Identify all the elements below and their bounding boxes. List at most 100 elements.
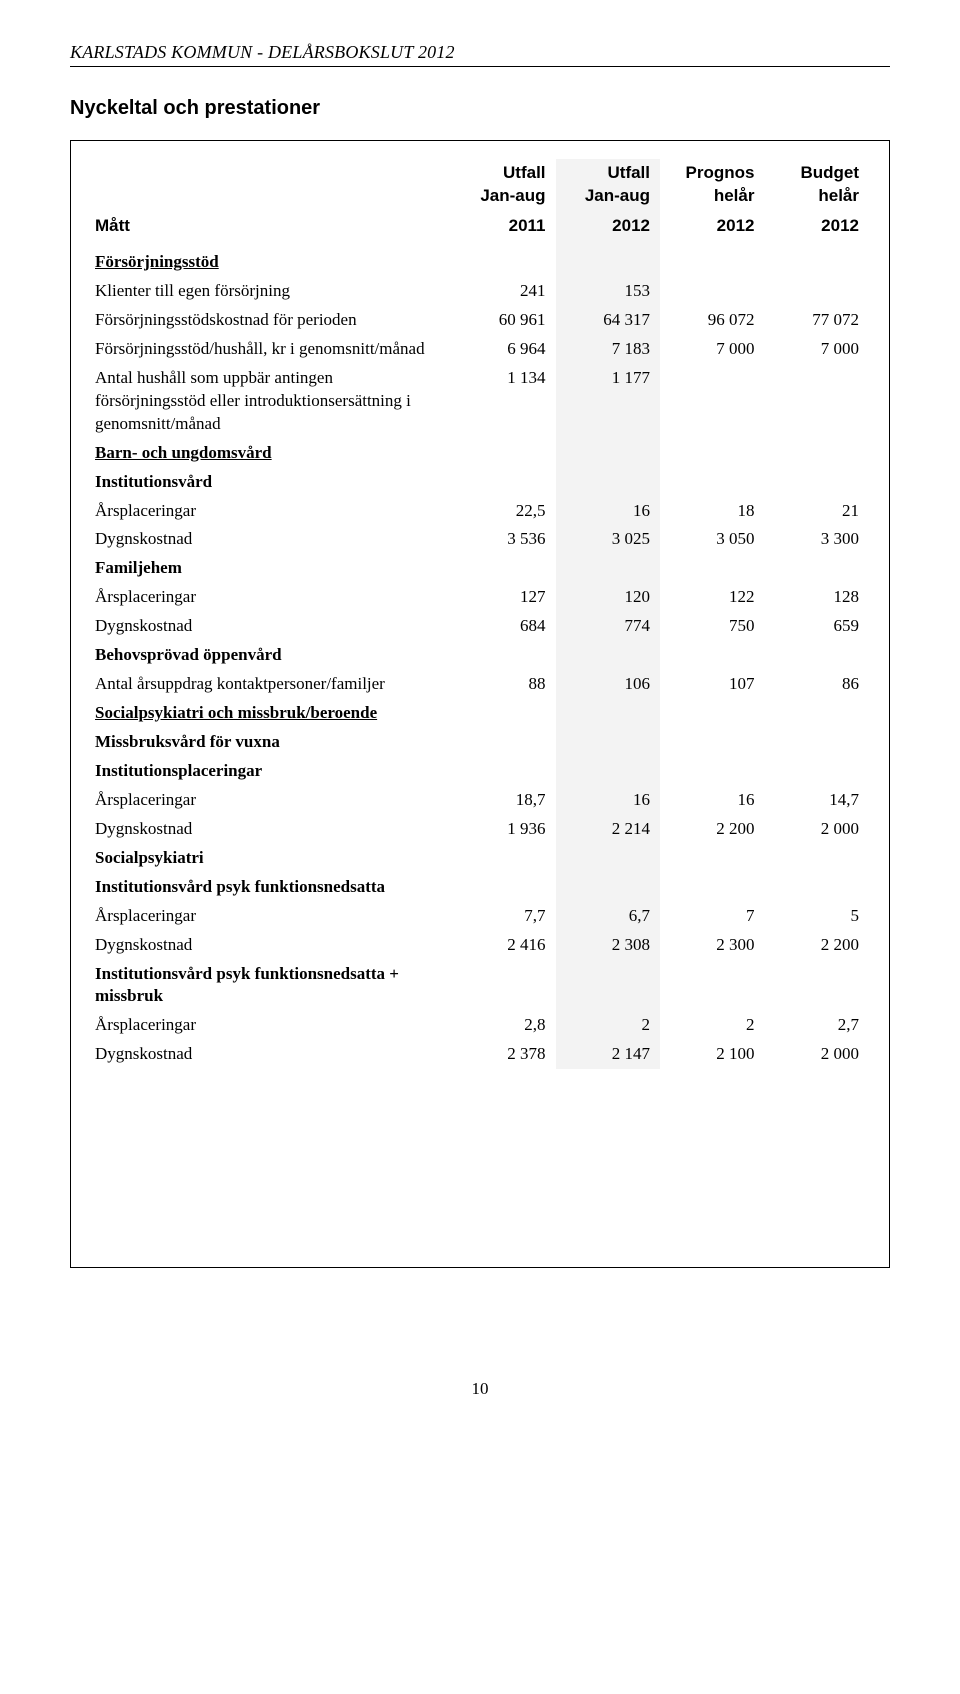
cell: 659 <box>764 612 869 641</box>
subheading-row: Institutionsvård psyk funktionsnedsatta <box>95 873 869 902</box>
subheading-row: Institutionsvård <box>95 468 869 497</box>
subheading: Behovsprövad öppenvård <box>95 641 451 670</box>
cell: 2 416 <box>451 931 555 960</box>
cell: 2,7 <box>764 1011 869 1040</box>
table-row: Dygnskostnad2 4162 3082 3002 200 <box>95 931 869 960</box>
year-4: 2012 <box>764 211 869 248</box>
cell: 774 <box>556 612 660 641</box>
matt-label: Mått <box>95 216 130 235</box>
cell: 2 200 <box>660 815 764 844</box>
cell: 107 <box>660 670 764 699</box>
cell: 2 <box>660 1011 764 1040</box>
col3-top: Prognos <box>686 163 755 182</box>
cell: 2 <box>556 1011 660 1040</box>
page-header: KARLSTADS KOMMUN - DELÅRSBOKSLUT 2012 <box>70 40 890 67</box>
cell <box>764 277 869 306</box>
cell: 7 183 <box>556 335 660 364</box>
subheading-row: Familjehem <box>95 554 869 583</box>
row-label: Försörjningsstödskostnad för perioden <box>95 306 451 335</box>
table-row: Försörjningsstödskostnad för perioden60 … <box>95 306 869 335</box>
col1-top: Utfall <box>503 163 546 182</box>
cell: 2 000 <box>764 815 869 844</box>
cell: 16 <box>556 786 660 815</box>
cell: 22,5 <box>451 497 555 526</box>
table-row: Dygnskostnad3 5363 0253 0503 300 <box>95 525 869 554</box>
cell: 2,8 <box>451 1011 555 1040</box>
table-row: Dygnskostnad2 3782 1472 1002 000 <box>95 1040 869 1069</box>
table-row: Antal årsuppdrag kontaktpersoner/familje… <box>95 670 869 699</box>
table-row: Försörjningsstöd/hushåll, kr i genomsnit… <box>95 335 869 364</box>
col2-top: Utfall <box>608 163 651 182</box>
cell: 2 378 <box>451 1040 555 1069</box>
col4-bot: helår <box>818 186 859 205</box>
table-row: Klienter till egen försörjning241153 <box>95 277 869 306</box>
cell: 2 214 <box>556 815 660 844</box>
cell: 2 147 <box>556 1040 660 1069</box>
table-row: Dygnskostnad1 9362 2142 2002 000 <box>95 815 869 844</box>
blank-space <box>95 1069 869 1249</box>
subheading: Familjehem <box>95 554 451 583</box>
subheading-row: Behovsprövad öppenvård <box>95 641 869 670</box>
table-row: Årsplaceringar2,8222,7 <box>95 1011 869 1040</box>
section-row: Socialpsykiatri och missbruk/beroende <box>95 699 869 728</box>
cell <box>660 277 764 306</box>
cell: 3 300 <box>764 525 869 554</box>
table-row: Dygnskostnad684774750659 <box>95 612 869 641</box>
row-label: Dygnskostnad <box>95 1040 451 1069</box>
cell: 5 <box>764 902 869 931</box>
cell: 153 <box>556 277 660 306</box>
table-row: Årsplaceringar127120122128 <box>95 583 869 612</box>
cell: 3 025 <box>556 525 660 554</box>
subheading-row: Missbruksvård för vuxna <box>95 728 869 757</box>
row-label: Årsplaceringar <box>95 583 451 612</box>
section-row: Försörjningsstöd <box>95 248 869 277</box>
col3-bot: helår <box>714 186 755 205</box>
row-label: Antal årsuppdrag kontaktpersoner/familje… <box>95 670 451 699</box>
cell: 1 177 <box>556 364 660 439</box>
cell: 96 072 <box>660 306 764 335</box>
row-label: Klienter till egen försörjning <box>95 277 451 306</box>
section-social: Socialpsykiatri och missbruk/beroende <box>95 699 451 728</box>
cell: 241 <box>451 277 555 306</box>
cell: 18 <box>660 497 764 526</box>
cell: 2 200 <box>764 931 869 960</box>
table-row: Årsplaceringar18,7161614,7 <box>95 786 869 815</box>
col1-bot: Jan-aug <box>480 186 545 205</box>
subheading: Socialpsykiatri <box>95 844 451 873</box>
cell: 3 536 <box>451 525 555 554</box>
data-table: Utfall Jan-aug Utfall Jan-aug Prognos helår… <box>95 159 869 1069</box>
table-row: Årsplaceringar7,76,775 <box>95 902 869 931</box>
subheading: Institutionsvård psyk funktionsnedsatta <box>95 873 451 902</box>
cell: 1 134 <box>451 364 555 439</box>
subheading: Institutionsvård psyk funktionsnedsatta … <box>95 960 451 1012</box>
year-1: 2011 <box>451 211 555 248</box>
row-label: Dygnskostnad <box>95 815 451 844</box>
subheading-row: Institutionsvård psyk funktionsnedsatta … <box>95 960 869 1012</box>
year-2: 2012 <box>556 211 660 248</box>
row-label: Årsplaceringar <box>95 902 451 931</box>
subheading: Missbruksvård för vuxna <box>95 728 451 757</box>
cell <box>660 364 764 439</box>
report-frame: Utfall Jan-aug Utfall Jan-aug Prognos helår… <box>70 140 890 1268</box>
section-barn: Barn- och ungdomsvård <box>95 439 451 468</box>
cell: 2 000 <box>764 1040 869 1069</box>
cell: 18,7 <box>451 786 555 815</box>
row-label: Årsplaceringar <box>95 786 451 815</box>
row-label: Årsplaceringar <box>95 1011 451 1040</box>
col2-bot: Jan-aug <box>585 186 650 205</box>
page-number: 10 <box>70 1378 890 1401</box>
cell: 750 <box>660 612 764 641</box>
cell: 120 <box>556 583 660 612</box>
cell: 14,7 <box>764 786 869 815</box>
cell: 122 <box>660 583 764 612</box>
cell: 16 <box>660 786 764 815</box>
cell: 127 <box>451 583 555 612</box>
table-row: Årsplaceringar22,5161821 <box>95 497 869 526</box>
cell: 6,7 <box>556 902 660 931</box>
cell: 86 <box>764 670 869 699</box>
table-row: Antal hushåll som uppbär antingen försör… <box>95 364 869 439</box>
cell: 88 <box>451 670 555 699</box>
cell: 77 072 <box>764 306 869 335</box>
cell: 106 <box>556 670 660 699</box>
header-row-labels: Utfall Jan-aug Utfall Jan-aug Prognos helår… <box>95 159 869 211</box>
